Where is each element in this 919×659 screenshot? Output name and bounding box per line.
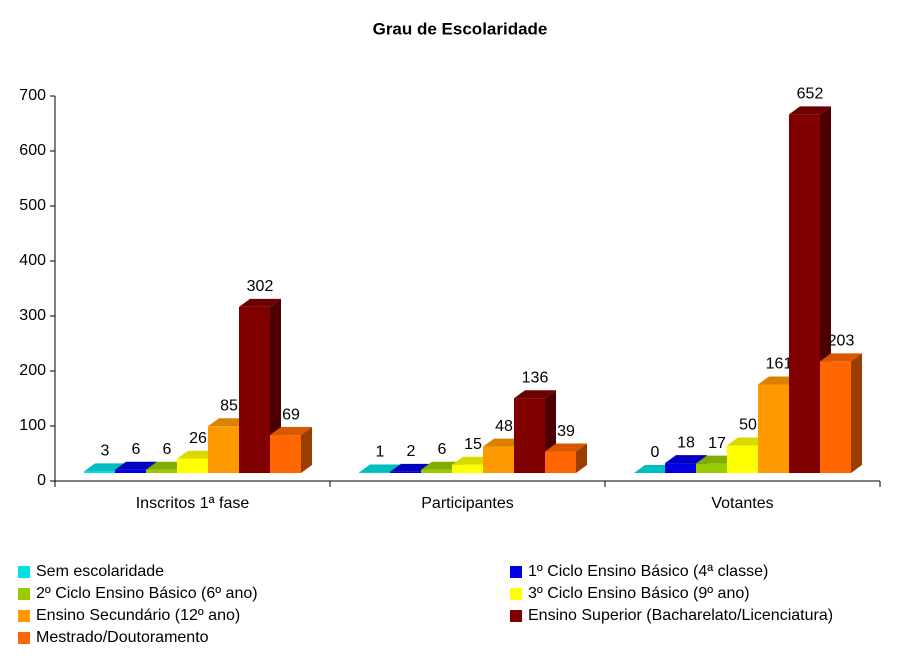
bar <box>270 427 312 473</box>
data-label: 1 <box>376 444 385 461</box>
legend-label: 1º Ciclo Ensino Básico (4ª classe) <box>528 563 768 580</box>
data-label: 3 <box>101 443 110 460</box>
bar-side <box>851 353 862 473</box>
bar-side <box>301 427 312 473</box>
legend-label: Ensino Superior (Bacharelato/Licenciatur… <box>528 607 833 624</box>
data-label: 0 <box>651 444 660 461</box>
data-label: 2 <box>407 443 416 460</box>
bar-front <box>146 470 177 473</box>
bar-front <box>665 463 696 473</box>
data-label: 48 <box>495 418 513 435</box>
legend-label: Mestrado/Doutoramento <box>36 629 209 646</box>
data-label: 69 <box>282 406 300 423</box>
x-tick-label: Votantes <box>711 495 773 512</box>
data-label: 26 <box>189 430 207 447</box>
data-label: 302 <box>247 278 274 295</box>
bar-front <box>696 464 727 473</box>
bar-front <box>177 459 208 473</box>
bar-front <box>514 398 545 473</box>
bar-front <box>758 384 789 473</box>
data-label: 6 <box>163 441 172 458</box>
legend-swatch <box>510 588 522 600</box>
bar-front <box>270 435 301 473</box>
y-tick-label: 700 <box>19 87 46 104</box>
data-label: 161 <box>766 356 793 373</box>
y-tick-label: 200 <box>19 362 46 379</box>
data-label: 6 <box>438 441 447 458</box>
data-label: 85 <box>220 397 238 414</box>
y-tick-label: 600 <box>19 142 46 159</box>
data-label: 15 <box>464 436 482 453</box>
bar-front <box>115 470 146 473</box>
data-label: 6 <box>132 441 141 458</box>
y-tick-label: 500 <box>19 197 46 214</box>
data-label: 39 <box>557 423 575 440</box>
data-label: 652 <box>797 86 824 103</box>
bar <box>545 444 587 473</box>
legend-swatch <box>510 566 522 578</box>
bar-front <box>239 307 270 473</box>
legend-swatch <box>18 588 30 600</box>
legend-swatch <box>18 610 30 622</box>
bar-front <box>727 446 758 474</box>
y-tick-label: 0 <box>37 472 46 489</box>
y-tick-label: 100 <box>19 417 46 434</box>
legend-swatch <box>18 632 30 644</box>
legend-label: Ensino Secundário (12º ano) <box>36 607 240 624</box>
bar-front <box>421 470 452 473</box>
bar-front <box>452 465 483 473</box>
legend-label: Sem escolaridade <box>36 563 164 580</box>
legend-label: 3º Ciclo Ensino Básico (9º ano) <box>528 585 750 602</box>
bar-front <box>359 472 390 473</box>
data-label: 136 <box>522 369 549 386</box>
legend-label: 2º Ciclo Ensino Básico (6º ano) <box>36 585 258 602</box>
x-tick-label: Participantes <box>421 495 514 512</box>
bar-front <box>545 452 576 473</box>
bar-front <box>208 426 239 473</box>
data-label: 17 <box>708 435 726 452</box>
x-tick-label: Inscritos 1ª fase <box>136 495 250 512</box>
bar-front <box>789 114 820 473</box>
bar-front <box>390 472 421 473</box>
y-tick-label: 400 <box>19 252 46 269</box>
legend-swatch <box>510 610 522 622</box>
y-tick-label: 300 <box>19 307 46 324</box>
bar-front <box>84 471 115 473</box>
bar-front <box>483 447 514 473</box>
data-label: 50 <box>739 417 757 434</box>
legend-swatch <box>18 566 30 578</box>
data-label: 18 <box>677 434 695 451</box>
data-label: 203 <box>828 333 855 350</box>
bar-front <box>820 361 851 473</box>
bar <box>820 353 862 473</box>
chart-title: Grau de Escolaridade <box>373 19 548 38</box>
